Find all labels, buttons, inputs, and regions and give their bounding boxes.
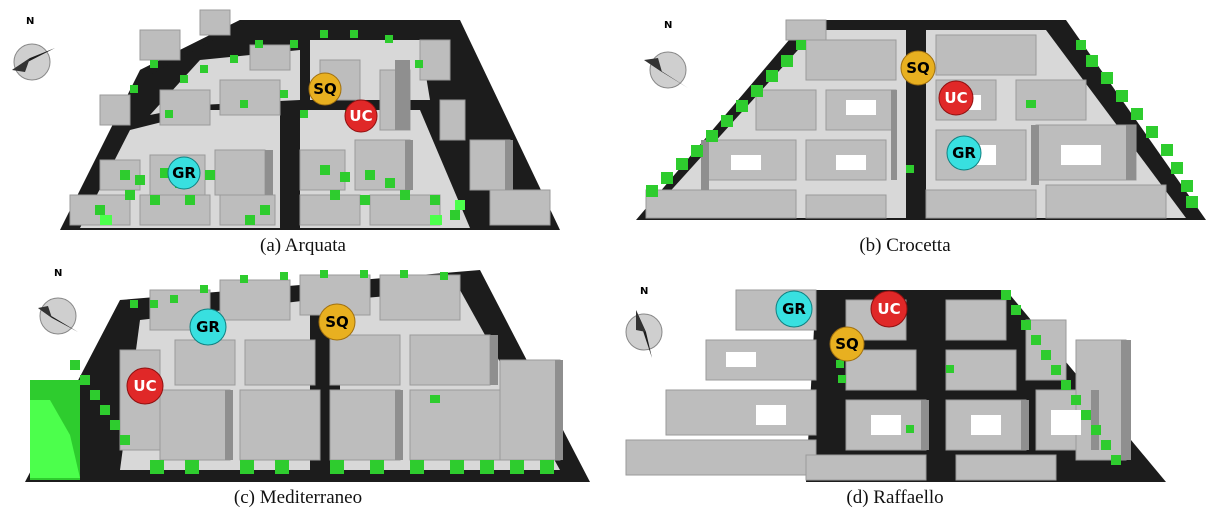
marker-label: SQ xyxy=(906,59,930,77)
marker-gr: GR xyxy=(189,308,227,346)
compass-north-label: N xyxy=(664,20,672,31)
marker-label: SQ xyxy=(313,80,337,98)
marker-uc: UC xyxy=(870,290,908,328)
compass-north-label: N xyxy=(640,286,648,297)
marker-label: SQ xyxy=(325,313,349,331)
caption-a: (a) Arquata xyxy=(260,235,346,256)
compass-north-label: N xyxy=(54,268,62,279)
marker-label: SQ xyxy=(835,335,859,353)
panel-crocetta: N SQ UC GR xyxy=(606,0,1206,232)
vegetation xyxy=(646,40,1198,208)
marker-label: UC xyxy=(133,377,156,395)
caption-b: (b) Crocetta xyxy=(859,235,951,256)
marker-label: GR xyxy=(196,318,220,336)
marker-label: GR xyxy=(782,300,806,318)
marker-sq: SQ xyxy=(308,72,342,106)
caption-c: (c) Mediterraneo xyxy=(233,487,363,508)
marker-label: UC xyxy=(944,89,967,107)
marker-label: GR xyxy=(952,144,976,162)
marker-label: UC xyxy=(877,300,900,318)
compass-icon: N xyxy=(12,16,55,81)
marker-label: GR xyxy=(172,164,196,182)
compass-north-label: N xyxy=(26,16,34,27)
panel-mediterraneo: N GR SQ UC xyxy=(0,260,600,486)
marker-gr: GR xyxy=(946,135,982,171)
panel-arquata: N SQ UC GR xyxy=(0,0,600,232)
scene-crocetta: N SQ UC GR xyxy=(636,19,1206,220)
panel-raffaello: N GR UC SQ xyxy=(606,260,1206,486)
marker-uc: UC xyxy=(126,367,164,405)
caption-d: (d) Raffaello xyxy=(846,487,944,508)
marker-gr: GR xyxy=(167,156,201,190)
compass-icon: N xyxy=(625,286,663,358)
marker-label: UC xyxy=(349,107,372,125)
marker-sq: SQ xyxy=(900,50,936,86)
scene-raffaello: N GR UC SQ xyxy=(625,286,1166,482)
compass-icon: N xyxy=(644,20,688,89)
compass-icon: N xyxy=(38,268,78,335)
marker-sq: SQ xyxy=(318,303,356,341)
marker-uc: UC xyxy=(344,99,378,133)
marker-gr: GR xyxy=(775,290,813,328)
marker-uc: UC xyxy=(938,80,974,116)
vegetation xyxy=(836,290,1121,465)
scene-mediterraneo: N GR SQ UC xyxy=(25,268,590,482)
scene-arquata: N SQ UC GR xyxy=(12,9,560,230)
marker-sq: SQ xyxy=(829,326,865,362)
vegetation xyxy=(70,270,554,474)
